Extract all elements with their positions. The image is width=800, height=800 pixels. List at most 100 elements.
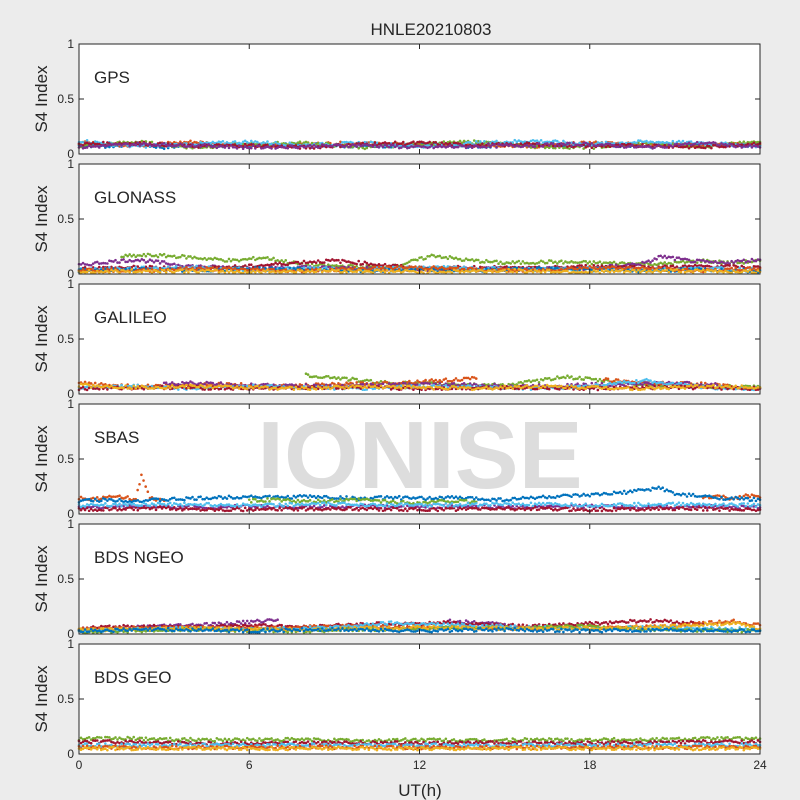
data-point	[144, 146, 148, 149]
data-point	[304, 382, 308, 386]
data-point	[446, 257, 450, 261]
data-point	[233, 267, 237, 270]
data-point	[179, 255, 182, 259]
data-point	[345, 271, 348, 274]
data-point	[566, 269, 569, 273]
data-point	[337, 376, 340, 379]
data-point	[116, 141, 119, 144]
data-point	[314, 261, 318, 265]
data-point	[416, 267, 419, 271]
data-point	[140, 139, 144, 143]
data-point	[371, 145, 375, 149]
data-point	[428, 140, 431, 144]
data-point	[130, 268, 133, 271]
data-point	[580, 144, 583, 148]
data-point	[562, 146, 565, 150]
data-point	[659, 266, 662, 269]
data-point	[179, 266, 182, 269]
data-point	[179, 144, 182, 148]
data-point	[166, 265, 170, 269]
data-point	[645, 139, 648, 143]
data-point	[434, 378, 438, 382]
data-point	[655, 257, 658, 261]
data-point	[572, 141, 575, 145]
data-point	[239, 142, 243, 145]
data-point	[148, 269, 152, 272]
data-point	[260, 143, 263, 147]
data-point	[286, 263, 290, 267]
data-point	[479, 142, 482, 145]
data-point	[229, 144, 233, 147]
data-point	[395, 144, 399, 147]
data-point	[633, 268, 636, 272]
data-point	[424, 378, 427, 382]
data-point	[537, 261, 541, 264]
data-point	[272, 270, 275, 273]
data-point	[150, 271, 154, 274]
data-point	[491, 270, 494, 274]
data-point	[205, 145, 208, 148]
data-point	[97, 146, 101, 149]
data-point	[742, 140, 746, 143]
data-point	[420, 255, 423, 259]
data-point	[288, 266, 292, 270]
plot-area	[79, 44, 760, 154]
data-point	[89, 382, 93, 385]
data-point	[207, 143, 211, 146]
data-point	[199, 145, 202, 149]
data-point	[294, 270, 298, 274]
data-point	[85, 146, 89, 149]
data-point	[462, 267, 466, 271]
data-point	[399, 265, 403, 268]
data-point	[596, 269, 600, 273]
data-point	[604, 145, 608, 149]
data-point	[748, 260, 752, 263]
data-point	[547, 144, 551, 147]
data-point	[440, 141, 444, 144]
data-point	[241, 147, 245, 150]
data-point	[714, 141, 717, 145]
data-point	[170, 381, 174, 384]
data-point	[720, 267, 723, 271]
data-point	[592, 260, 596, 263]
data-point	[560, 259, 563, 263]
data-point	[446, 140, 450, 144]
data-point	[748, 268, 752, 272]
data-point	[750, 140, 754, 144]
data-point	[444, 377, 448, 380]
data-point	[677, 139, 681, 143]
data-point	[754, 140, 758, 144]
data-point	[183, 254, 186, 258]
data-point	[102, 140, 105, 144]
data-point	[616, 145, 620, 149]
data-point	[432, 254, 435, 257]
data-point	[363, 147, 367, 151]
data-point	[337, 268, 340, 272]
data-point	[239, 381, 243, 385]
data-point	[79, 144, 83, 148]
data-point	[558, 146, 561, 149]
data-point	[596, 379, 600, 383]
data-point	[79, 140, 83, 144]
data-point	[99, 141, 103, 145]
y-tick-label: 0.5	[57, 92, 74, 106]
data-point	[547, 268, 551, 272]
data-point	[126, 144, 129, 147]
data-point	[748, 266, 752, 269]
data-point	[256, 142, 259, 146]
data-point	[205, 141, 208, 145]
data-point	[533, 145, 537, 148]
data-point	[389, 146, 393, 149]
data-point	[485, 140, 488, 144]
data-point	[215, 266, 219, 270]
data-point	[385, 269, 389, 272]
data-point	[553, 144, 557, 148]
data-point	[416, 258, 419, 262]
data-point	[329, 269, 332, 273]
data-point	[95, 140, 99, 144]
data-point	[162, 147, 166, 151]
data-point	[144, 140, 148, 143]
data-point	[521, 260, 525, 263]
